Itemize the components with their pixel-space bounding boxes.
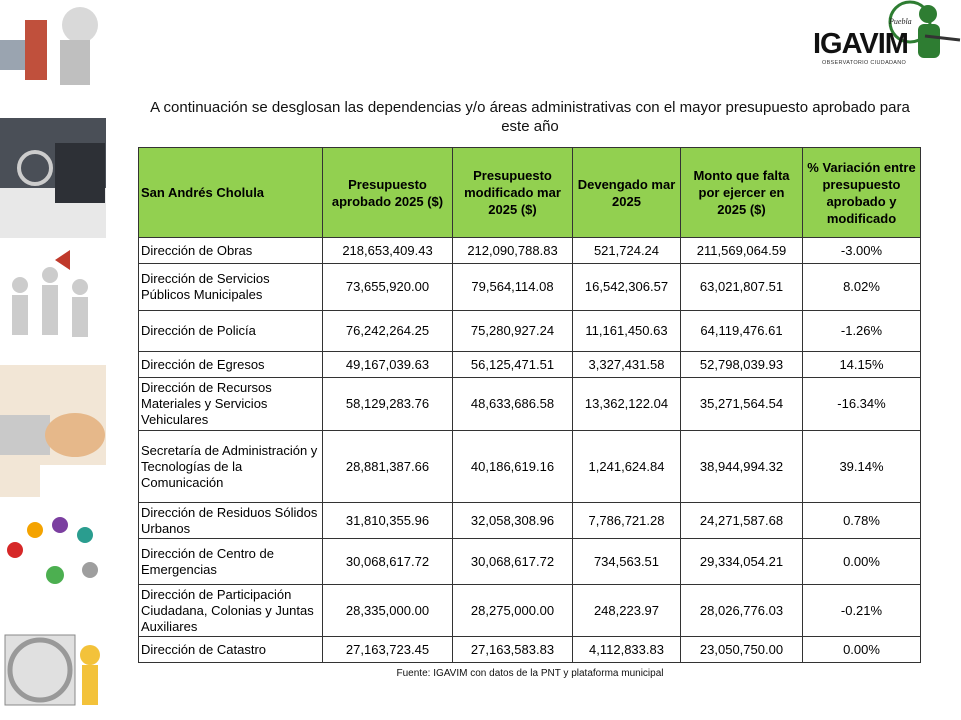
source: Fuente: IGAVIM con datos de la PNT y pla… bbox=[396, 668, 664, 679]
table-cell: 35,271,564.54 bbox=[680, 377, 803, 431]
table-cell: 49,167,039.63 bbox=[322, 351, 453, 378]
table-cell: 211,569,064.59 bbox=[680, 237, 803, 264]
table-cell: 64,119,476.61 bbox=[680, 310, 803, 352]
table-cell: -1.26% bbox=[802, 310, 921, 352]
table-cell: 28,335,000.00 bbox=[322, 584, 453, 637]
table-cell: 14.15% bbox=[802, 351, 921, 378]
table-cell: 76,242,264.25 bbox=[322, 310, 453, 352]
table-cell: 0.00% bbox=[802, 538, 921, 585]
header-cell: Presupuesto modificado mar 2025 ($) bbox=[452, 147, 573, 238]
table-cell: 734,563.51 bbox=[572, 538, 681, 585]
table-row: Dirección de Catastro 27,163,723.45 27,163… bbox=[138, 636, 921, 663]
table-cell: Dirección de Recursos Materiales y Servi… bbox=[138, 377, 323, 431]
table-cell: 27,163,583.83 bbox=[452, 636, 573, 663]
table-cell: Dirección de Participación Ciudadana, Co… bbox=[138, 584, 323, 637]
table-cell: 521,724.24 bbox=[572, 237, 681, 264]
table-cell: 1,241,624.84 bbox=[572, 430, 681, 503]
table-cell: Dirección de Centro de Emergencias bbox=[138, 538, 323, 585]
table-cell: 8.02% bbox=[802, 263, 921, 311]
table-cell: Dirección de Residuos Sólidos Urbanos bbox=[138, 502, 323, 539]
title: A continuación se desglosan las dependen… bbox=[150, 99, 910, 135]
table-cell: 0.78% bbox=[802, 502, 921, 539]
table-cell: 28,026,776.03 bbox=[680, 584, 803, 637]
table-row: Secretaría de Administración y Tecnologí… bbox=[138, 430, 921, 503]
table-cell: Dirección de Catastro bbox=[138, 636, 323, 663]
header-row: San Andrés Cholula Presupuesto aprobado 2… bbox=[138, 147, 921, 238]
table-row: Dirección de Policía 76,242,264.25 75,280,… bbox=[138, 310, 921, 352]
table-cell: 212,090,788.83 bbox=[452, 237, 573, 264]
table-cell: 75,280,927.24 bbox=[452, 310, 573, 352]
table-cell: 56,125,471.51 bbox=[452, 351, 573, 378]
table-row: Dirección de Servicios Públicos Municipa… bbox=[138, 263, 921, 311]
table-cell: 79,564,114.08 bbox=[452, 263, 573, 311]
table-cell: 58,129,283.76 bbox=[322, 377, 453, 431]
table-cell: 27,163,723.45 bbox=[322, 636, 453, 663]
table-cell: -16.34% bbox=[802, 377, 921, 431]
header-cell: Devengado mar 2025 bbox=[572, 147, 681, 238]
table-cell: 248,223.97 bbox=[572, 584, 681, 637]
logo-figure bbox=[888, 0, 961, 58]
header-cell: % Variación entre presupuesto aprobado y… bbox=[802, 147, 921, 238]
table-cell: 48,633,686.58 bbox=[452, 377, 573, 431]
table-cell: 4,112,833.83 bbox=[572, 636, 681, 663]
table-cell: -3.00% bbox=[802, 237, 921, 264]
logo-name: IGAVIM bbox=[813, 28, 909, 60]
logo-city: Puebla bbox=[889, 17, 912, 26]
header-cell: Presupuesto aprobado 2025 ($) bbox=[322, 147, 453, 238]
side-image bbox=[12, 250, 88, 337]
table: San Andrés Cholula Presupuesto aprobado 2… bbox=[138, 147, 921, 663]
table-row: Dirección de Recursos Materiales y Servi… bbox=[138, 377, 921, 431]
table-cell: Dirección de Obras bbox=[138, 237, 323, 264]
table-cell: 31,810,355.96 bbox=[322, 502, 453, 539]
table-cell: 52,798,039.93 bbox=[680, 351, 803, 378]
header-cell: San Andrés Cholula bbox=[138, 147, 323, 238]
table-cell: 73,655,920.00 bbox=[322, 263, 453, 311]
table-cell: 3,327,431.58 bbox=[572, 351, 681, 378]
side-image bbox=[7, 517, 98, 584]
table-cell: 38,944,994.32 bbox=[680, 430, 803, 503]
logo-subtitle: OBSERVATORIO CIUDADANO bbox=[822, 60, 907, 66]
table-cell: Dirección de Policía bbox=[138, 310, 323, 352]
table-cell: 23,050,750.00 bbox=[680, 636, 803, 663]
side-image bbox=[4, 634, 100, 706]
table-cell: 28,881,387.66 bbox=[322, 430, 453, 503]
table-row: Dirección de Residuos Sólidos Urbanos 31,… bbox=[138, 502, 921, 539]
table-cell: 16,542,306.57 bbox=[572, 263, 681, 311]
table-cell: Secretaría de Administración y Tecnologí… bbox=[138, 430, 323, 503]
table-cell: 40,186,619.16 bbox=[452, 430, 573, 503]
table-row: Dirección de Obras 218,653,409.43 212,090,… bbox=[138, 237, 921, 264]
side-image bbox=[0, 365, 106, 497]
table-cell: 39.14% bbox=[802, 430, 921, 503]
table-cell: 63,021,807.51 bbox=[680, 263, 803, 311]
table-cell: 30,068,617.72 bbox=[322, 538, 453, 585]
table-row: Dirección de Egresos 49,167,039.63 56,125,… bbox=[138, 351, 921, 378]
table-cell: 7,786,721.28 bbox=[572, 502, 681, 539]
table-cell: 29,334,054.21 bbox=[680, 538, 803, 585]
side-image bbox=[0, 7, 98, 85]
side-image bbox=[0, 118, 106, 238]
table-cell: Dirección de Egresos bbox=[138, 351, 323, 378]
table-cell: Dirección de Servicios Públicos Municipa… bbox=[138, 263, 323, 311]
table-cell: 11,161,450.63 bbox=[572, 310, 681, 352]
table-cell: 28,275,000.00 bbox=[452, 584, 573, 637]
table-cell: 0.00% bbox=[802, 636, 921, 663]
table-row: Dirección de Participación Ciudadana, Co… bbox=[138, 584, 921, 637]
table-cell: 24,271,587.68 bbox=[680, 502, 803, 539]
table-cell: 30,068,617.72 bbox=[452, 538, 573, 585]
table-cell: 13,362,122.04 bbox=[572, 377, 681, 431]
table-cell: 32,058,308.96 bbox=[452, 502, 573, 539]
table-cell: -0.21% bbox=[802, 584, 921, 637]
table-row: Dirección de Centro de Emergencias 30,068… bbox=[138, 538, 921, 585]
table-cell: 218,653,409.43 bbox=[322, 237, 453, 264]
header-cell: Monto que falta por ejercer en 2025 ($) bbox=[680, 147, 803, 238]
